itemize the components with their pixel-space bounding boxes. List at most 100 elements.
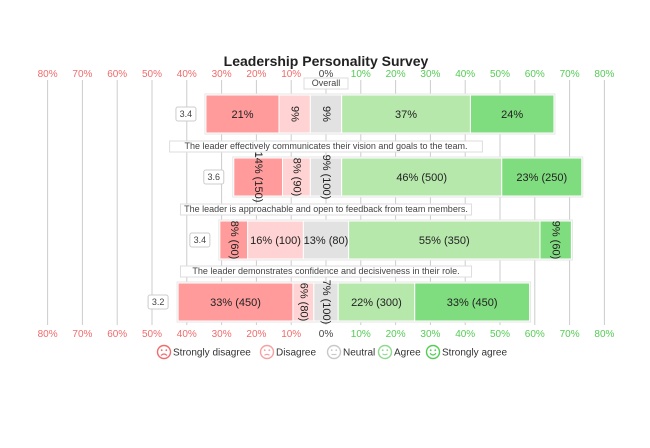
- score-badge: [175, 106, 197, 122]
- segment-label: 33% (450): [447, 297, 498, 309]
- x-tick-label: 80%: [38, 69, 58, 80]
- segment-label: 9%: [289, 106, 301, 122]
- face-eye: [330, 349, 333, 352]
- segment-label: 6% (80): [297, 283, 309, 322]
- bar-segment[interactable]: [247, 220, 304, 260]
- segment-label: 23% (250): [516, 172, 567, 184]
- x-tick-label: 30%: [212, 329, 232, 340]
- x-tick-label: 60%: [525, 69, 545, 80]
- score-value: 3.4: [194, 235, 207, 245]
- x-tick-label: 10%: [351, 69, 371, 80]
- legend-item[interactable]: Strongly disagree: [156, 344, 252, 360]
- segment-label: 24%: [501, 109, 523, 121]
- score-value: 3.4: [180, 109, 193, 119]
- x-tick-label: 40%: [455, 69, 475, 80]
- segment-label: 8% (60): [228, 221, 240, 260]
- bar-segment[interactable]: [469, 94, 555, 134]
- x-tick-label: 80%: [594, 329, 614, 340]
- x-tick-label: 10%: [281, 329, 301, 340]
- face-eye: [335, 349, 338, 352]
- segment-label: 37%: [395, 109, 417, 121]
- bar-segment[interactable]: [348, 220, 541, 260]
- legend-item[interactable]: Agree: [377, 344, 422, 360]
- x-tick-label: 70%: [72, 69, 92, 80]
- survey-row: The leader demonstrates confidence and d…: [147, 265, 532, 325]
- bar-segment[interactable]: [278, 94, 311, 134]
- bar-segment[interactable]: [282, 157, 311, 197]
- chart-title: Leadership Personality Survey: [224, 53, 429, 69]
- face-outline: [425, 344, 441, 360]
- x-tick-label: 40%: [177, 329, 197, 340]
- happy-face-icon: [377, 344, 393, 360]
- x-tick-label: 40%: [177, 69, 197, 80]
- x-tick-label: 80%: [594, 69, 614, 80]
- x-tick-label: 40%: [455, 329, 475, 340]
- x-tick-label: 80%: [38, 329, 58, 340]
- survey-row: Overall 3.4 21% 9% 9% 37% 24%: [175, 77, 556, 135]
- bar-segment[interactable]: [539, 220, 572, 260]
- face-eye: [386, 349, 389, 352]
- score-badge: [203, 169, 225, 185]
- legend-label: Strongly agree: [442, 348, 507, 359]
- x-tick-label: 50%: [490, 69, 510, 80]
- face-eye: [268, 349, 271, 352]
- x-tick-label: 30%: [420, 329, 440, 340]
- question-label: The leader is approachable and open to f…: [184, 204, 468, 214]
- very-happy-face-icon: [425, 344, 441, 360]
- face-eye: [263, 349, 266, 352]
- bar-segment[interactable]: [309, 157, 343, 197]
- segment-label: 9% (60): [550, 221, 562, 260]
- bar-segment[interactable]: [219, 220, 249, 260]
- x-tick-label: 60%: [525, 329, 545, 340]
- segment-label: 22% (300): [351, 297, 402, 309]
- x-tick-label: 50%: [142, 69, 162, 80]
- legend: Strongly disagree Disagree Neutral Agree Str…: [156, 344, 508, 360]
- x-tick-label: 60%: [107, 69, 127, 80]
- legend-item[interactable]: Neutral: [326, 344, 376, 360]
- legend-item[interactable]: Disagree: [259, 344, 317, 360]
- bar-segment[interactable]: [337, 282, 416, 322]
- question-label-box: [169, 140, 483, 153]
- bar-segment[interactable]: [233, 157, 283, 197]
- question-label: Overall: [312, 78, 341, 88]
- face-mouth: [429, 352, 437, 356]
- face-eye: [160, 349, 163, 352]
- x-tick-label: 20%: [246, 69, 266, 80]
- legend-item[interactable]: Strongly agree: [425, 344, 508, 360]
- legend-label: Agree: [394, 348, 421, 359]
- face-eye: [381, 349, 384, 352]
- face-outline: [259, 344, 275, 360]
- question-label-box: [179, 203, 473, 216]
- x-tick-label: 20%: [386, 329, 406, 340]
- x-tick-label: 10%: [281, 69, 301, 80]
- x-tick-label: 70%: [560, 329, 580, 340]
- bar-segment[interactable]: [177, 282, 294, 322]
- bar-segment[interactable]: [313, 282, 339, 322]
- neutral-face-icon: [326, 344, 342, 360]
- x-tick-label: 10%: [351, 329, 371, 340]
- face-outline: [326, 344, 342, 360]
- score-badge: [189, 232, 211, 248]
- very-sad-face-icon: [156, 344, 172, 360]
- x-tick-label: 70%: [72, 329, 92, 340]
- x-tick-label: 0%: [319, 69, 334, 80]
- segment-label: 14% (150): [252, 152, 264, 203]
- bar-segment[interactable]: [341, 157, 503, 197]
- bar-segment[interactable]: [414, 282, 531, 322]
- bar-segment[interactable]: [501, 157, 583, 197]
- bar-segment[interactable]: [341, 94, 471, 134]
- x-tick-label: 30%: [420, 69, 440, 80]
- bar-rows: Overall 3.4 21% 9% 9% 37% 24% The leader effect…: [147, 77, 584, 325]
- segment-label: 7% (100): [320, 280, 332, 325]
- face-mouth: [160, 353, 168, 356]
- legend-label: Neutral: [343, 348, 375, 359]
- segment-label: 55% (350): [419, 235, 470, 247]
- x-tick-label: 20%: [386, 69, 406, 80]
- segment-label: 21%: [231, 109, 253, 121]
- x-tick-label: 30%: [212, 69, 232, 80]
- score-value: 3.6: [208, 172, 221, 182]
- x-tick-label: 20%: [246, 329, 266, 340]
- score-badge: [147, 294, 169, 310]
- segment-label: 13% (80): [304, 235, 349, 247]
